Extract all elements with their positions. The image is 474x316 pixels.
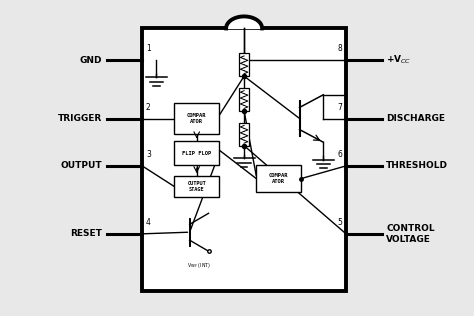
Bar: [239, 53, 249, 76]
Polygon shape: [226, 16, 262, 28]
Text: 6: 6: [337, 150, 342, 159]
Text: OUTPUT: OUTPUT: [60, 161, 102, 170]
Text: 4: 4: [146, 218, 151, 227]
Text: GND: GND: [80, 56, 102, 64]
Text: COMPAR
ATOR: COMPAR ATOR: [187, 113, 207, 124]
Text: 5: 5: [337, 218, 342, 227]
Text: 1: 1: [146, 44, 151, 53]
Text: DISCHARGE: DISCHARGE: [386, 114, 445, 123]
Text: V$_{REF}$ (INT): V$_{REF}$ (INT): [187, 261, 211, 270]
Text: 2: 2: [146, 103, 151, 112]
Bar: [174, 104, 219, 133]
Text: COMPAR
ATOR: COMPAR ATOR: [269, 173, 289, 184]
Text: 7: 7: [337, 103, 342, 112]
Text: 3: 3: [146, 150, 151, 159]
Text: CONTROL
VOLTAGE: CONTROL VOLTAGE: [386, 224, 435, 244]
Bar: [256, 165, 301, 192]
Text: 8: 8: [337, 44, 342, 53]
Text: OUTPUT
STAGE: OUTPUT STAGE: [187, 181, 206, 192]
Bar: [174, 176, 219, 197]
Bar: [239, 88, 249, 111]
Text: +V$_{CC}$: +V$_{CC}$: [386, 54, 412, 66]
Polygon shape: [142, 28, 346, 291]
Text: TRIGGER: TRIGGER: [58, 114, 102, 123]
Bar: [239, 123, 249, 146]
Text: FLIP FLOP: FLIP FLOP: [182, 151, 211, 156]
Text: RESET: RESET: [70, 229, 102, 238]
Bar: [174, 142, 219, 165]
Text: THRESHOLD: THRESHOLD: [386, 161, 448, 170]
